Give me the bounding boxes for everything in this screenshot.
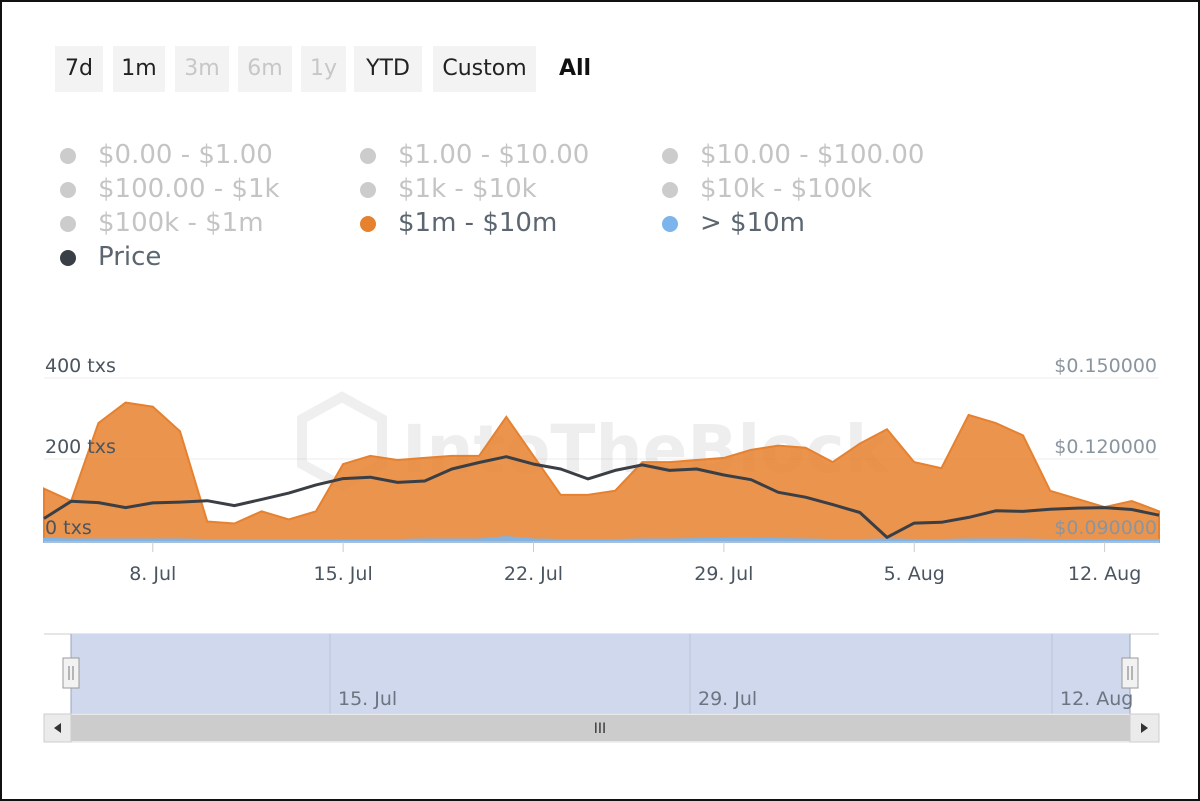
arrow-right-icon: [1141, 723, 1148, 733]
navigator-selected-range[interactable]: [71, 634, 1130, 714]
navigator-label: 29. Jul: [698, 688, 757, 710]
legend-label: $1.00 - $10.00: [398, 140, 590, 170]
legend-label: $100k - $1m: [98, 208, 264, 238]
chart-legend: $0.00 - $1.00 $1.00 - $10.00 $10.00 - $1…: [2, 2, 1200, 282]
legend-dot: [60, 148, 76, 164]
range-custom-button[interactable]: Custom: [433, 46, 536, 92]
arrow-left-icon: [54, 723, 61, 733]
y-left-label-0: 0 txs: [45, 517, 92, 539]
series-area-1m-10m: [43, 401, 1160, 543]
x-tick-label: 22. Jul: [504, 563, 563, 585]
navigator-handle-left[interactable]: [62, 657, 80, 689]
y-right-label-0150: $0.150000: [1054, 355, 1157, 377]
legend-label: $10k - $100k: [700, 174, 872, 204]
range-all-button[interactable]: All: [558, 56, 592, 81]
x-tick-label: 15. Jul: [314, 563, 373, 585]
range-ytd-button[interactable]: YTD: [354, 46, 422, 92]
y-left-label-200: 200 txs: [45, 436, 116, 458]
series-line-price: [43, 455, 1160, 539]
legend-dot: [60, 182, 76, 198]
x-tick-label: 5. Aug: [884, 563, 945, 585]
navigator-handle-body[interactable]: [1121, 657, 1139, 689]
range-3m-button[interactable]: 3m: [175, 46, 229, 92]
y-right-label-0120: $0.120000: [1054, 436, 1157, 458]
navigator-label: 15. Jul: [338, 688, 397, 710]
x-tick-label: 8. Jul: [129, 563, 176, 585]
legend-label: $1k - $10k: [398, 174, 537, 204]
legend-dot: [360, 182, 376, 198]
legend-label: Price: [98, 242, 162, 272]
legend-label: $0.00 - $1.00: [98, 140, 273, 170]
range-1y-button[interactable]: 1y: [301, 46, 346, 92]
scrollbar-grip: III: [594, 721, 606, 737]
x-axis: 8. Jul 15. Jul 22. Jul 29. Jul 5. Aug 12. Aug: [129, 542, 1141, 585]
range-1m-button[interactable]: 1m: [113, 46, 165, 92]
range-7d-button[interactable]: 7d: [55, 46, 103, 92]
series-area-over-10m: [43, 536, 1160, 543]
x-tick-label: 12. Aug: [1068, 563, 1141, 585]
x-tick-label: 29. Jul: [694, 563, 753, 585]
navigator: 15. Jul 29. Jul 12. Aug: [44, 633, 1159, 714]
legend-dot: [662, 148, 678, 164]
legend-dot: [360, 216, 376, 232]
series-layer: [43, 401, 1160, 543]
scrollbar-thumb[interactable]: [71, 715, 1130, 741]
legend-dot: [360, 148, 376, 164]
range-6m-button[interactable]: 6m: [238, 46, 292, 92]
navigator-label: 12. Aug: [1060, 688, 1133, 710]
legend-dot: [60, 216, 76, 232]
legend-label: > $10m: [700, 208, 806, 238]
scrollbar: III: [43, 713, 1160, 743]
legend-dot: [60, 250, 76, 266]
legend-dot: [662, 216, 678, 232]
y-left-label-400: 400 txs: [45, 355, 116, 377]
legend-dot: [662, 182, 678, 198]
legend-label: $10.00 - $100.00: [700, 140, 925, 170]
legend-label: $100.00 - $1k: [98, 174, 280, 204]
navigator-handle-body[interactable]: [62, 657, 80, 689]
legend-label: $1m - $10m: [398, 208, 558, 238]
navigator-handle-right[interactable]: [1121, 657, 1139, 689]
y-right-label-0090: $0.090000: [1054, 517, 1157, 539]
